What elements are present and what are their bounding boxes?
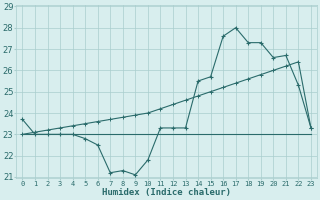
X-axis label: Humidex (Indice chaleur): Humidex (Indice chaleur): [102, 188, 231, 197]
